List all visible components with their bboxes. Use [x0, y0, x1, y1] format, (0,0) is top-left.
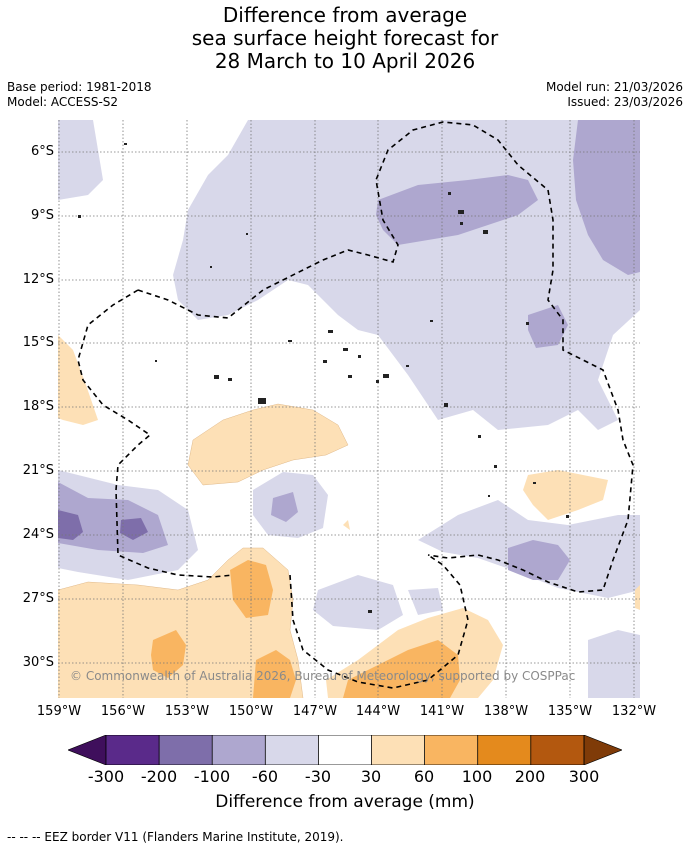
colorbar-label: 60 — [413, 767, 435, 786]
anomaly-contours — [58, 120, 640, 698]
title-line-3: 28 March to 10 April 2026 — [214, 49, 476, 73]
lat-label: 30°S — [22, 655, 54, 670]
colorbar-label: 100 — [461, 767, 493, 786]
eez-legend: -- -- -- EEZ border V11 (Flanders Marine… — [7, 830, 344, 844]
sea-height-map — [58, 120, 640, 698]
lon-label: 138°W — [483, 704, 529, 719]
colorbar-segment — [530, 735, 584, 765]
colorbar-segment — [318, 735, 372, 765]
colorbar-label: -60 — [251, 767, 279, 786]
lon-label: 147°W — [292, 704, 338, 719]
colorbar — [68, 735, 622, 765]
map-title: Difference from average sea surface heig… — [0, 4, 690, 73]
graticule — [58, 120, 640, 698]
lat-label: 15°S — [22, 335, 54, 350]
issued-date: Issued: 23/03/2026 — [567, 95, 683, 109]
lat-label: 24°S — [22, 527, 54, 542]
title-line-1: Difference from average — [222, 3, 468, 27]
lon-label: 159°W — [36, 704, 82, 719]
lat-label: 18°S — [22, 399, 54, 414]
colorbar-label: -100 — [193, 767, 231, 786]
meta-left: Base period: 1981-2018 Model: ACCESS-S2 — [7, 80, 152, 110]
colorbar-label: -200 — [140, 767, 178, 786]
model-name: Model: ACCESS-S2 — [7, 95, 119, 109]
meta-right: Model run: 21/03/2026 Issued: 23/03/2026 — [546, 80, 683, 110]
colorbar-label: -300 — [87, 767, 125, 786]
colorbar-segment — [424, 735, 478, 765]
copyright-notice: © Commonwealth of Australia 2026, Bureau… — [70, 669, 576, 683]
lat-label: 9°S — [30, 208, 54, 223]
colorbar-title: Difference from average (mm) — [215, 792, 475, 812]
lat-label: 27°S — [22, 591, 54, 606]
colorbar-segment — [265, 735, 319, 765]
colorbar-label: 200 — [514, 767, 546, 786]
lon-label: 141°W — [419, 704, 465, 719]
lon-label: 132°W — [611, 704, 657, 719]
lon-label: 135°W — [547, 704, 593, 719]
base-period: Base period: 1981-2018 — [7, 80, 152, 94]
colorbar-label: -30 — [304, 767, 332, 786]
lat-label: 12°S — [22, 272, 54, 287]
colorbar-label: 30 — [360, 767, 382, 786]
eez-border — [77, 121, 634, 689]
colorbar-arrow-low — [68, 735, 107, 765]
lon-label: 150°W — [228, 704, 274, 719]
colorbar-segment — [106, 735, 160, 765]
colorbar-arrow-high — [583, 735, 622, 765]
model-run: Model run: 21/03/2026 — [545, 80, 683, 94]
title-line-2: sea surface height forecast for — [191, 26, 499, 50]
colorbar-segment — [159, 735, 213, 765]
lat-label: 6°S — [30, 144, 54, 159]
lat-label: 21°S — [22, 463, 54, 478]
contour-outlines — [58, 403, 349, 698]
colorbar-segment — [477, 735, 531, 765]
lon-label: 153°W — [164, 704, 210, 719]
colorbar-label: 300 — [568, 767, 600, 786]
lon-label: 156°W — [100, 704, 146, 719]
islands — [78, 143, 569, 613]
lon-label: 144°W — [355, 704, 401, 719]
colorbar-segment — [371, 735, 425, 765]
colorbar-segment — [212, 735, 266, 765]
